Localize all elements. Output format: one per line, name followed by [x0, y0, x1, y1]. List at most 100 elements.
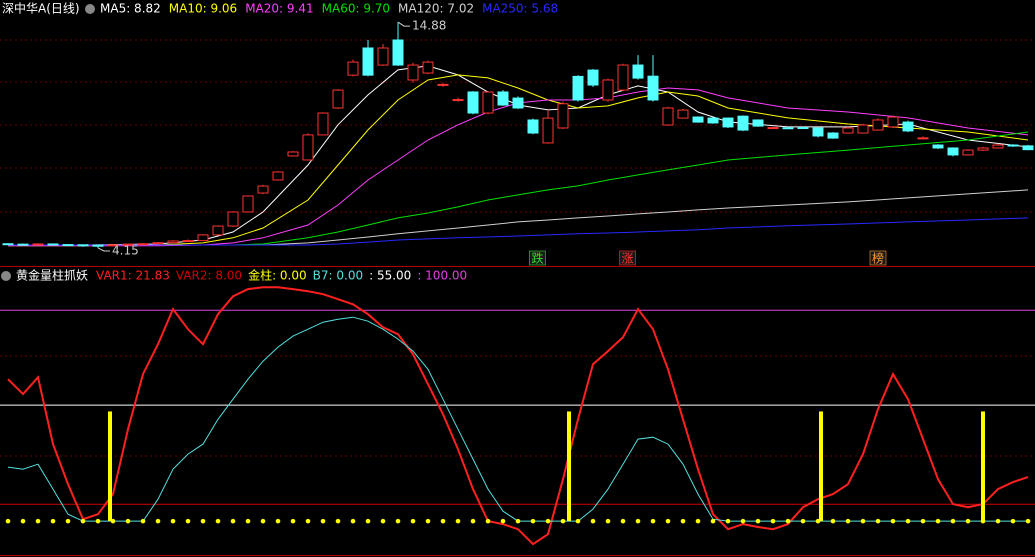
candle-body	[392, 39, 404, 66]
zero-dot	[500, 518, 506, 524]
zero-dot	[635, 518, 641, 524]
candle-body	[527, 119, 539, 134]
legend-entry: MA60: 9.70	[322, 2, 390, 16]
zero-dot	[890, 518, 896, 524]
candle-body	[872, 119, 884, 131]
zero-dot	[5, 518, 11, 524]
candle-body	[167, 240, 179, 244]
candle-body	[482, 91, 494, 114]
zero-dot	[620, 518, 626, 524]
candle-body	[647, 75, 659, 101]
signal-label: 跌	[531, 251, 543, 266]
zero-dot	[485, 518, 491, 524]
signal-box	[529, 250, 546, 266]
candle-body	[512, 97, 524, 109]
zero-dot	[650, 518, 656, 524]
zero-dot	[575, 518, 581, 524]
candle-body	[302, 134, 314, 161]
zero-dot	[950, 518, 956, 524]
candle-body	[107, 244, 119, 247]
candle-body	[182, 240, 194, 243]
zero-dot	[785, 518, 791, 524]
header-icon[interactable]	[85, 4, 95, 14]
zero-dot	[410, 518, 416, 524]
candle-body	[1022, 145, 1034, 151]
candle-body	[662, 107, 674, 126]
zero-dot	[740, 518, 746, 524]
signal-box	[619, 250, 636, 266]
candle-body	[227, 211, 239, 227]
zero-dot	[770, 518, 776, 524]
zero-dot	[830, 518, 836, 524]
ma-line	[8, 74, 1029, 247]
candle-body	[677, 109, 689, 119]
candle-body	[827, 132, 839, 139]
legend-entry: MA120: 7.02	[398, 2, 474, 16]
zero-dot	[320, 518, 326, 524]
candle-body	[962, 149, 974, 156]
candle-body	[2, 243, 14, 246]
zero-dot	[710, 518, 716, 524]
legend-entry: B7: 0.00	[313, 269, 363, 283]
indicator-line	[7, 286, 1029, 546]
zero-dot	[455, 518, 461, 524]
candle-body	[362, 47, 374, 76]
zero-dot	[725, 518, 731, 524]
candle-body	[542, 117, 554, 144]
header-icon[interactable]	[1, 271, 11, 281]
candle-body	[92, 244, 104, 247]
zero-dot	[560, 518, 566, 524]
signal-box	[869, 250, 887, 266]
zero-dot	[200, 518, 206, 524]
annotation-arrow	[97, 247, 110, 252]
indicator-title: 黄金量柱抓妖	[16, 268, 88, 283]
zero-dot	[170, 518, 176, 524]
candle-body	[812, 127, 824, 137]
zero-dot	[365, 518, 371, 524]
candle-body	[842, 127, 854, 134]
candle-body	[557, 103, 569, 129]
candle-body	[497, 91, 509, 106]
gold-bar	[981, 411, 985, 522]
zero-dot	[605, 518, 611, 524]
zero-dot	[245, 518, 251, 524]
zero-dot	[545, 518, 551, 524]
zero-dot	[800, 518, 806, 524]
zero-dot	[35, 518, 41, 524]
zero-dot	[1010, 518, 1016, 524]
annotation-arrow	[397, 21, 410, 27]
gold-bar	[567, 411, 571, 522]
zero-dot	[215, 518, 221, 524]
zero-dot	[815, 518, 821, 524]
zero-dot	[860, 518, 866, 524]
candle-body	[122, 243, 134, 246]
candle-body	[377, 47, 389, 66]
zero-dot	[530, 518, 536, 524]
zero-dot	[95, 518, 101, 524]
zero-dot	[875, 518, 881, 524]
zero-dot	[185, 518, 191, 524]
candle-body	[77, 244, 89, 247]
candle-body	[782, 127, 794, 130]
zero-dot	[590, 518, 596, 524]
candle-body	[887, 116, 899, 128]
zero-dot	[350, 518, 356, 524]
candle-body	[467, 91, 479, 114]
zero-dot	[980, 518, 986, 524]
ma-line	[8, 87, 1029, 247]
zero-dot	[335, 518, 341, 524]
candle-body	[692, 116, 704, 123]
candle-body	[332, 89, 344, 109]
candle-body	[797, 127, 809, 130]
candle-body	[932, 144, 944, 149]
ma-line	[8, 217, 1029, 246]
candle-body	[452, 99, 464, 102]
candle-body	[17, 243, 29, 246]
candle-body	[917, 137, 929, 140]
zero-dot	[1025, 518, 1031, 524]
candle-body	[407, 64, 419, 81]
candle-body	[317, 112, 329, 136]
gold-bar	[108, 411, 112, 522]
zero-dot	[260, 518, 266, 524]
